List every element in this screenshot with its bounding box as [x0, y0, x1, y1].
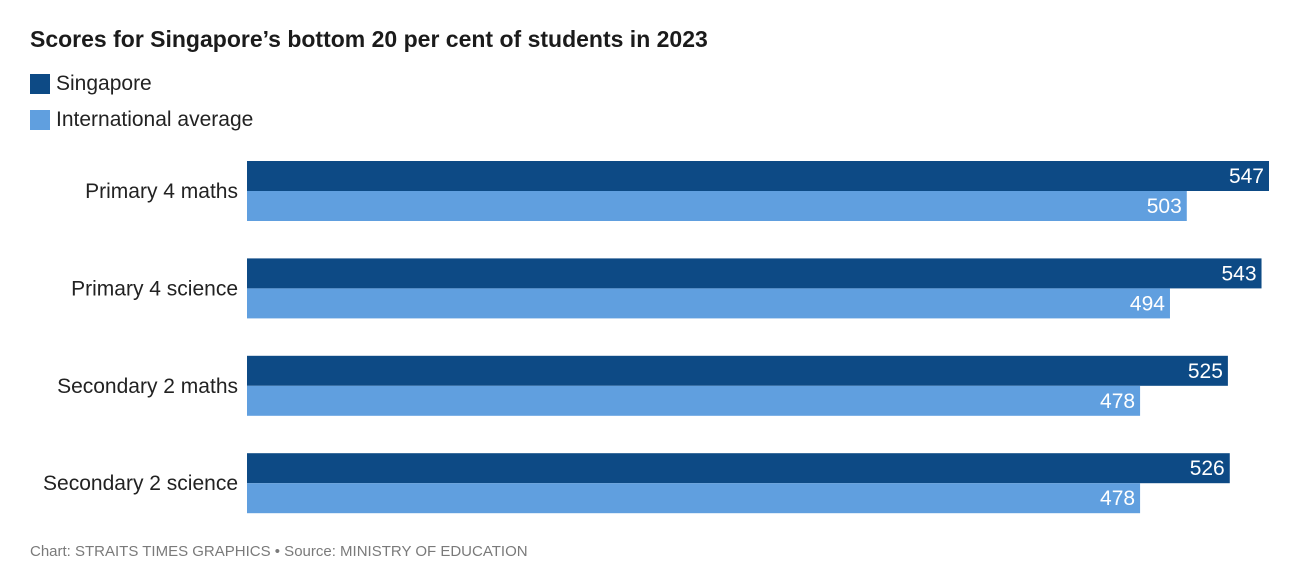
legend-item-singapore: Singapore	[30, 66, 253, 102]
value-label-singapore-secondary-2-science: 526	[1190, 457, 1225, 480]
value-label-singapore-secondary-2-maths: 525	[1188, 360, 1223, 383]
bar-singapore-primary-4-science	[247, 258, 1262, 289]
chart-source: Chart: STRAITS TIMES GRAPHICS • Source: …	[30, 543, 528, 560]
category-label-primary-4-maths: Primary 4 maths	[85, 180, 238, 203]
bar-international-average-secondary-2-science	[247, 483, 1141, 514]
bar-singapore-primary-4-maths	[247, 161, 1269, 191]
bar-international-average-primary-4-maths	[247, 191, 1187, 221]
legend-item-international-average: International average	[30, 102, 253, 138]
legend-swatch-international-average	[30, 110, 50, 130]
category-label-secondary-2-maths: Secondary 2 maths	[57, 375, 238, 398]
legend-label-singapore: Singapore	[56, 72, 152, 95]
legend-swatch-singapore	[30, 74, 50, 94]
bar-international-average-secondary-2-maths	[247, 385, 1141, 416]
value-label-singapore-primary-4-science: 543	[1221, 262, 1256, 285]
value-label-international-average-secondary-2-science: 478	[1100, 487, 1135, 510]
chart-title: Scores for Singapore’s bottom 20 per cen…	[30, 26, 708, 52]
chart-legend: Singapore International average	[30, 66, 253, 138]
value-label-international-average-primary-4-science: 494	[1130, 292, 1165, 315]
value-label-international-average-primary-4-maths: 503	[1147, 195, 1182, 218]
bar-singapore-secondary-2-science	[247, 453, 1230, 484]
bar-singapore-secondary-2-maths	[247, 355, 1228, 386]
value-label-singapore-primary-4-maths: 547	[1229, 165, 1264, 188]
category-label-primary-4-science: Primary 4 science	[71, 277, 238, 300]
category-label-secondary-2-science: Secondary 2 science	[43, 472, 238, 495]
bar-international-average-primary-4-science	[247, 288, 1170, 319]
legend-label-international-average: International average	[56, 108, 254, 131]
value-label-international-average-secondary-2-maths: 478	[1100, 390, 1135, 413]
